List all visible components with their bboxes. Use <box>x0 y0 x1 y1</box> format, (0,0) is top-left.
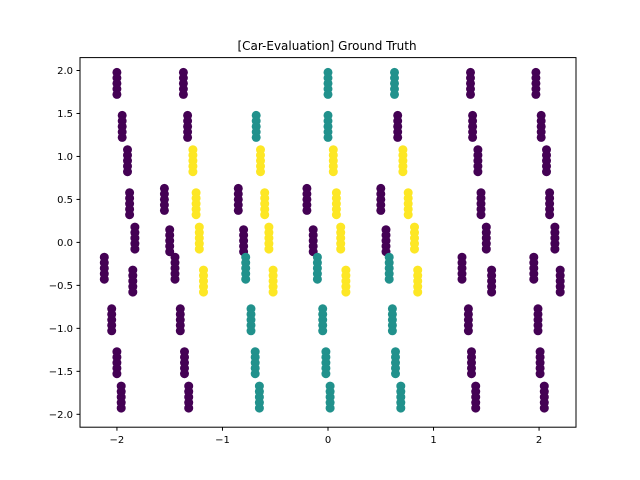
scatter-point <box>180 369 189 379</box>
scatter-point <box>463 326 473 336</box>
y-axis: −2.0 −1.5 −1.0 −0.5 0.0 0.5 1.0 1.5 2.0 <box>49 66 80 421</box>
scatter-point <box>466 89 475 99</box>
scatter-point <box>476 210 486 220</box>
scatter-point <box>302 205 312 215</box>
y-tick-label: −0.5 <box>49 281 73 292</box>
scatter-point <box>128 287 138 297</box>
scatter-point <box>183 132 193 142</box>
scatter-point <box>112 89 122 99</box>
scatter-point <box>325 403 335 413</box>
scatter-point <box>529 274 539 284</box>
scatter-point <box>125 210 135 220</box>
scatter-point <box>391 369 400 379</box>
y-tick-label: −1.5 <box>49 367 73 378</box>
scatter-point <box>384 274 394 284</box>
x-axis: −2 −1 0 1 2 <box>110 427 542 446</box>
scatter-point <box>387 326 397 336</box>
scatter-point <box>107 326 117 336</box>
scatter-point <box>99 274 109 284</box>
scatter-point <box>241 274 251 284</box>
scatter-point <box>471 403 481 413</box>
scatter-point <box>555 287 565 297</box>
x-tick-label: 2 <box>536 435 542 446</box>
x-tick-label: −2 <box>110 435 125 446</box>
scatter-points <box>99 67 565 413</box>
scatter-point <box>403 210 413 220</box>
scatter-point <box>341 287 351 297</box>
scatter-point <box>117 132 127 142</box>
scatter-point <box>533 326 543 336</box>
scatter-point <box>260 210 270 220</box>
scatter-point <box>396 403 406 413</box>
y-tick-label: 2.0 <box>57 66 73 77</box>
scatter-point <box>250 369 260 379</box>
scatter-point <box>246 326 256 336</box>
scatter-point <box>545 210 555 220</box>
scatter-point <box>178 89 188 99</box>
chart-title: [Car-Evaluation] Ground Truth <box>237 39 416 53</box>
scatter-point <box>390 89 399 99</box>
scatter-point <box>539 403 549 413</box>
scatter-point <box>473 167 483 177</box>
y-tick-label: 0.5 <box>57 195 73 206</box>
scatter-point <box>268 287 278 297</box>
scatter-point <box>376 205 386 215</box>
y-tick-label: 0.0 <box>57 238 73 249</box>
scatter-point <box>336 244 346 254</box>
scatter-point <box>542 167 551 177</box>
scatter-point <box>254 403 264 413</box>
scatter-point <box>256 167 265 177</box>
scatter-point <box>191 210 201 220</box>
scatter-point <box>331 210 341 220</box>
scatter-point <box>188 167 198 177</box>
scatter-point <box>328 167 338 177</box>
scatter-point <box>535 369 545 379</box>
scatter-point <box>550 244 560 254</box>
x-tick-label: 1 <box>430 435 436 446</box>
scatter-point <box>175 326 185 336</box>
scatter-point <box>487 287 497 297</box>
scatter-point <box>410 244 419 254</box>
scatter-point <box>467 369 476 379</box>
scatter-point <box>159 205 169 215</box>
scatter-point <box>123 167 132 177</box>
x-tick-label: 0 <box>325 435 331 446</box>
scatter-point <box>251 132 261 142</box>
scatter-point <box>116 403 126 413</box>
scatter-point <box>194 244 204 254</box>
scatter-point <box>233 205 243 215</box>
scatter-point <box>199 287 208 297</box>
y-tick-label: −2.0 <box>49 410 73 421</box>
y-tick-label: 1.0 <box>57 152 73 163</box>
scatter-point <box>323 132 333 142</box>
scatter-point <box>536 132 546 142</box>
scatter-point <box>531 89 541 99</box>
scatter-point <box>130 244 140 254</box>
scatter-point <box>170 274 180 284</box>
scatter-point <box>323 89 333 99</box>
scatter-point <box>413 287 423 297</box>
scatter-point <box>312 274 322 284</box>
scatter-point <box>468 132 478 142</box>
scatter-point <box>457 274 467 284</box>
x-tick-label: −1 <box>215 435 230 446</box>
scatter-point <box>318 326 328 336</box>
scatter-point <box>112 369 122 379</box>
y-tick-label: −1.0 <box>49 324 73 335</box>
scatter-point <box>481 244 491 254</box>
scatter-point <box>264 244 274 254</box>
scatter-point <box>321 369 331 379</box>
scatter-point <box>393 132 403 142</box>
y-tick-label: 1.5 <box>57 109 73 120</box>
scatter-point <box>184 403 194 413</box>
scatter-point <box>398 167 408 177</box>
